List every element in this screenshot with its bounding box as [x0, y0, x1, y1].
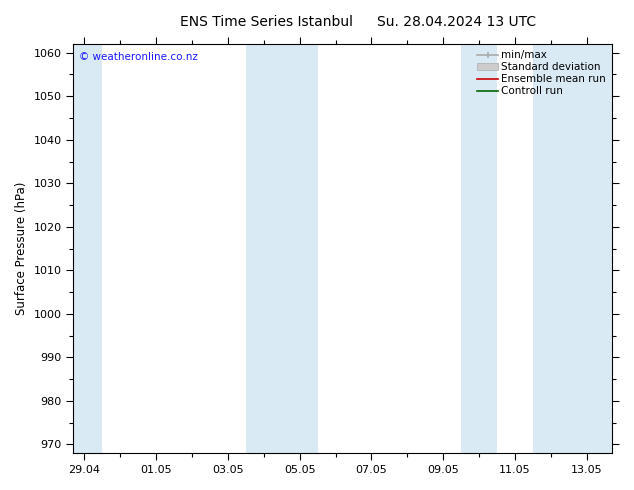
Bar — [246, 44, 318, 453]
Bar — [533, 44, 612, 453]
Legend: min/max, Standard deviation, Ensemble mean run, Controll run: min/max, Standard deviation, Ensemble me… — [474, 47, 609, 99]
Bar — [74, 44, 102, 453]
Bar — [462, 44, 497, 453]
Y-axis label: Surface Pressure (hPa): Surface Pressure (hPa) — [15, 182, 28, 315]
Text: © weatheronline.co.nz: © weatheronline.co.nz — [79, 52, 198, 62]
Text: Su. 28.04.2024 13 UTC: Su. 28.04.2024 13 UTC — [377, 15, 536, 29]
Text: ENS Time Series Istanbul: ENS Time Series Istanbul — [180, 15, 353, 29]
